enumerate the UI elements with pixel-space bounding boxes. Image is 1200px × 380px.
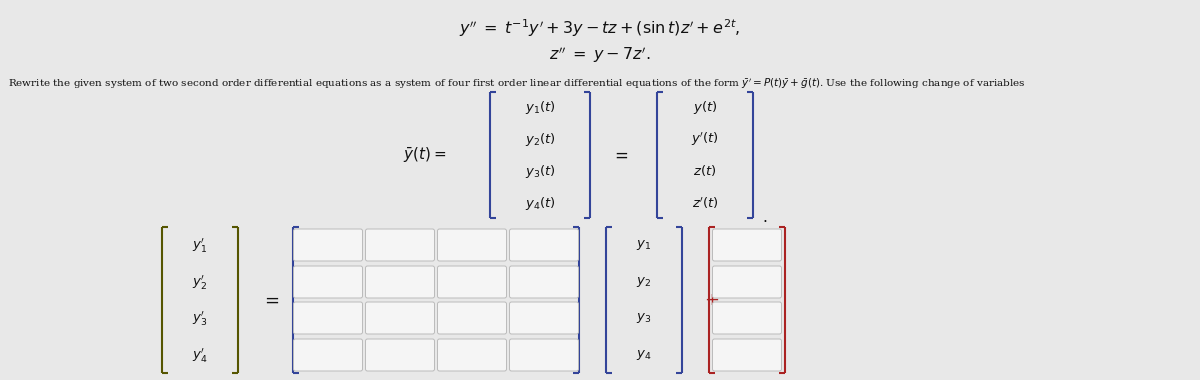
Text: $y_1'$: $y_1'$	[192, 236, 208, 254]
Text: $z'(t)$: $z'(t)$	[691, 195, 719, 211]
Text: $z(t)$: $z(t)$	[694, 163, 716, 179]
FancyBboxPatch shape	[294, 229, 362, 261]
Text: $y_4$: $y_4$	[636, 348, 652, 362]
Text: $\bar{y}(t) =$: $\bar{y}(t) =$	[403, 146, 446, 165]
FancyBboxPatch shape	[438, 229, 506, 261]
FancyBboxPatch shape	[713, 302, 781, 334]
Text: Rewrite the given system of two second order differential equations as a system : Rewrite the given system of two second o…	[8, 77, 1026, 91]
Text: $z'' \;=\; y - 7z'.$: $z'' \;=\; y - 7z'.$	[550, 45, 650, 65]
FancyBboxPatch shape	[366, 266, 434, 298]
Text: $y_3'$: $y_3'$	[192, 309, 208, 327]
FancyBboxPatch shape	[294, 302, 362, 334]
Text: $y(t)$: $y(t)$	[692, 98, 718, 116]
FancyBboxPatch shape	[438, 302, 506, 334]
Text: $.$: $.$	[762, 211, 768, 225]
FancyBboxPatch shape	[510, 266, 578, 298]
Text: $+$: $+$	[704, 291, 720, 309]
FancyBboxPatch shape	[713, 266, 781, 298]
Text: $y_2(t)$: $y_2(t)$	[524, 130, 556, 147]
Text: $y'(t)$: $y'(t)$	[691, 130, 719, 148]
FancyBboxPatch shape	[366, 229, 434, 261]
FancyBboxPatch shape	[366, 339, 434, 371]
FancyBboxPatch shape	[510, 302, 578, 334]
FancyBboxPatch shape	[510, 229, 578, 261]
FancyBboxPatch shape	[713, 339, 781, 371]
Text: $y_2'$: $y_2'$	[192, 273, 208, 291]
Text: $y'' \;=\; t^{-1}y' + 3y - tz + (\sin t)z' + e^{2t},$: $y'' \;=\; t^{-1}y' + 3y - tz + (\sin t)…	[460, 17, 740, 39]
Text: $y_4'$: $y_4'$	[192, 346, 208, 364]
FancyBboxPatch shape	[294, 266, 362, 298]
FancyBboxPatch shape	[438, 266, 506, 298]
Text: $=$: $=$	[260, 291, 280, 309]
Text: $=$: $=$	[611, 147, 629, 163]
Text: $y_1$: $y_1$	[636, 238, 652, 252]
FancyBboxPatch shape	[510, 339, 578, 371]
FancyBboxPatch shape	[294, 339, 362, 371]
FancyBboxPatch shape	[713, 229, 781, 261]
FancyBboxPatch shape	[366, 302, 434, 334]
Text: $y_2$: $y_2$	[636, 275, 652, 289]
FancyBboxPatch shape	[438, 339, 506, 371]
Text: $y_4(t)$: $y_4(t)$	[524, 195, 556, 212]
Text: $y_3(t)$: $y_3(t)$	[524, 163, 556, 179]
Text: $y_3$: $y_3$	[636, 311, 652, 325]
Text: $y_1(t)$: $y_1(t)$	[524, 98, 556, 116]
